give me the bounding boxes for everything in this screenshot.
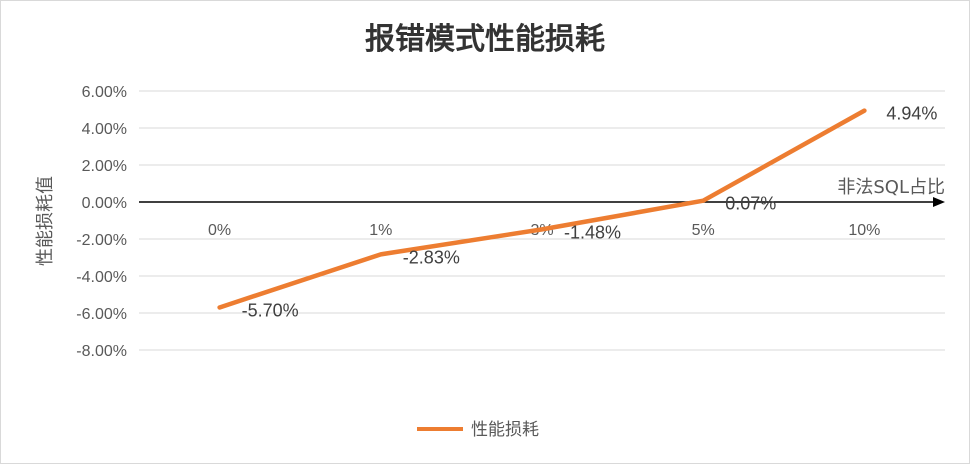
data-label: -5.70% xyxy=(242,300,299,320)
x-tick-labels: 0% 1% 3% 5% 10% xyxy=(208,222,880,239)
data-label: 0.07% xyxy=(725,194,776,214)
data-labels: -5.70% -2.83% -1.48% 0.07% 4.94% xyxy=(242,104,938,321)
x-axis xyxy=(139,197,945,207)
y-tick-labels: 6.00% 4.00% 2.00% 0.00% -2.00% -4.00% -6.00% -8… xyxy=(76,84,127,360)
y-tick-label: -4.00% xyxy=(76,269,127,286)
x-tick-label: 5% xyxy=(692,222,715,239)
series-line xyxy=(217,108,867,310)
y-tick-label: 4.00% xyxy=(82,121,127,138)
legend-entry: 性能损耗 xyxy=(471,420,539,440)
gridlines xyxy=(139,90,945,351)
data-label: -2.83% xyxy=(403,247,460,267)
x-axis-arrowhead xyxy=(933,197,945,207)
y-tick-label: 0.00% xyxy=(82,195,127,212)
x-tick-label: 1% xyxy=(369,222,392,239)
x-tick-label: 0% xyxy=(208,222,231,239)
y-tick-label: 6.00% xyxy=(82,84,127,101)
y-tick-label: -2.00% xyxy=(76,232,127,249)
y-tick-label: -8.00% xyxy=(76,343,127,360)
x-tick-label: 10% xyxy=(848,222,880,239)
x-axis-label: 非法SQL占比 xyxy=(837,177,945,198)
data-label: -1.48% xyxy=(564,222,621,242)
y-axis-label: 性能损耗值 xyxy=(35,176,56,266)
chart-title: 报错模式性能损耗 xyxy=(365,22,605,57)
data-label: 4.94% xyxy=(886,104,937,124)
legend: 性能损耗 xyxy=(417,420,539,440)
y-tick-label: 2.00% xyxy=(82,158,127,175)
y-tick-label: -6.00% xyxy=(76,306,127,323)
series-lines xyxy=(217,108,867,310)
